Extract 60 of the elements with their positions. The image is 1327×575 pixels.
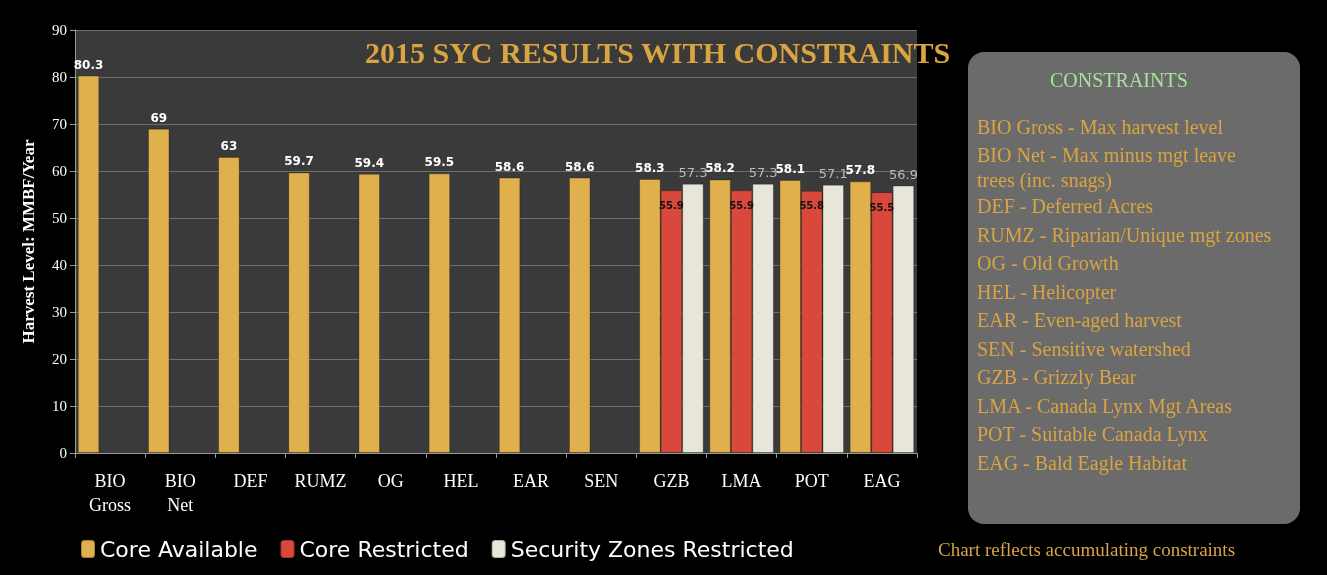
y-tick-label: 50 (52, 210, 67, 226)
text: LMA - Canada Lynx Mgt Areas (977, 394, 1233, 418)
data-label: 69 (150, 110, 168, 125)
text: Chart reflects accumulating constraints (938, 539, 1236, 560)
text: SEN - Sensitive watershed (977, 337, 1191, 360)
text: RUMZ - Riparian/Unique mgt zones (977, 223, 1272, 247)
chart-title: 2015 SYC RESULTS WITH CONSTRAINTS (365, 35, 951, 69)
text: BIO Gross - Max harvest level (977, 115, 1224, 138)
text: BIO Net - Max minus mgt leave trees (inc. snags) (977, 144, 1241, 192)
legend-label: Core Available (100, 536, 258, 562)
x-tick-label: BIO Net (164, 471, 196, 515)
bar (218, 156, 240, 453)
text: CONSTRAINTS (1050, 69, 1188, 91)
bar (77, 75, 100, 453)
data-label: 59.7 (284, 154, 314, 169)
data-label: 56.9 (888, 166, 918, 182)
data-label: 63 (220, 138, 238, 153)
data-label: 58.6 (564, 159, 595, 174)
x-tick-label: EAR (513, 471, 550, 491)
y-tick-label: 0 (59, 445, 67, 461)
text: GZB - Grizzly Bear (977, 366, 1137, 389)
bar (147, 128, 170, 453)
x-tick-label: LMA (721, 471, 762, 491)
text: HEL - Helicopter (977, 280, 1117, 304)
x-tick-label: BIO Gross (89, 471, 132, 515)
data-label: 80.3 (73, 57, 104, 72)
x-tick-label: OG (377, 471, 404, 491)
y-tick-label: 90 (52, 22, 67, 38)
legend-label: Security Zones Restricted (510, 536, 794, 562)
bar (428, 173, 451, 453)
data-label: 57.8 (845, 163, 876, 178)
y-tick-label: 60 (52, 163, 67, 179)
bar (358, 173, 380, 453)
y-tick-label: 80 (52, 69, 67, 85)
data-label: 58.3 (635, 160, 665, 175)
data-label: 58.6 (494, 159, 525, 174)
bar (498, 177, 521, 453)
x-tick-label: EAG (863, 471, 901, 491)
text: POT - Suitable Canada Lynx (977, 423, 1208, 446)
legend-label: Core Restricted (299, 536, 469, 562)
text: DEF - Deferred Acres (977, 195, 1154, 217)
text: EAR - Even-aged harvest (977, 309, 1183, 332)
y-tick-label: 10 (52, 398, 67, 414)
bar (288, 172, 310, 453)
y-tick-label: 40 (52, 257, 67, 273)
y-tick-label: 20 (52, 351, 67, 367)
x-tick-label: DEF (233, 471, 268, 491)
x-tick-label: GZB (653, 471, 690, 491)
y-axis-title: Harvest Level: MMBF/Year (19, 139, 38, 344)
x-tick-label: POT (794, 471, 829, 491)
text: EAG - Bald Eagle Habitat (977, 451, 1188, 475)
x-tick-label: HEL (443, 471, 479, 491)
x-tick-label: SEN (584, 471, 619, 491)
y-tick-label: 30 (52, 304, 67, 320)
data-label: 59.4 (354, 155, 385, 170)
x-tick-label: RUMZ (294, 471, 347, 491)
y-tick-label: 70 (52, 116, 67, 132)
data-label: 59.5 (424, 155, 455, 170)
bar (568, 177, 591, 453)
text: OG - Old Growth (977, 252, 1119, 274)
